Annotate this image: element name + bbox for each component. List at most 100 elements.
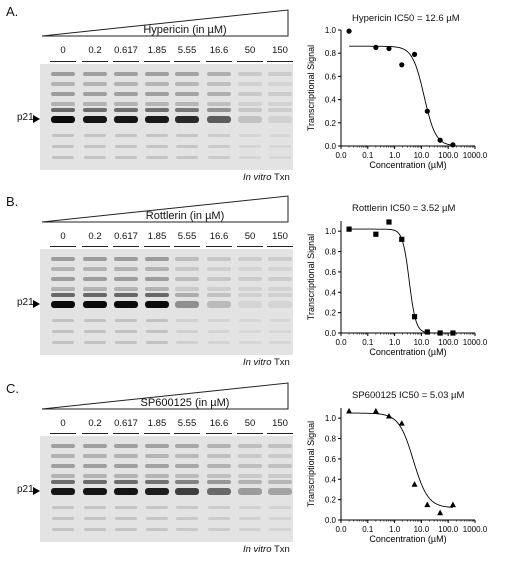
lane-underline <box>237 246 263 247</box>
data-point <box>372 407 379 414</box>
data-point <box>386 219 392 225</box>
gel-band-lower <box>52 330 74 333</box>
gel-band-secondary <box>51 293 75 297</box>
gel-band-secondary <box>114 108 138 112</box>
gel-band-lower <box>84 517 106 520</box>
gel-band-upper <box>175 92 199 96</box>
txn-text: Txn <box>271 172 290 183</box>
gel-band-p21 <box>207 301 231 308</box>
gel-band-secondary <box>83 480 107 484</box>
gel-band-upper <box>175 474 199 478</box>
panel-letter: B. <box>6 194 19 209</box>
lane-label: 1.85 <box>147 418 167 429</box>
gel-band-p21 <box>83 488 107 495</box>
gel-band-lower <box>115 528 137 531</box>
x-tick-label: 1.0 <box>389 151 401 160</box>
gel-band-upper <box>268 257 292 261</box>
chart-title: Rottlerin IC50 = 3.52 µM <box>352 203 456 214</box>
lane-label: 16.6 <box>209 45 229 56</box>
lane-label: 50 <box>244 45 256 56</box>
panel-letter: A. <box>6 4 19 19</box>
gel-band-upper <box>83 257 107 261</box>
gel-band-upper <box>114 82 138 86</box>
x-tick-label: 0.1 <box>362 338 374 347</box>
gel-band-lower <box>52 528 74 531</box>
gel-band-secondary <box>145 108 169 112</box>
x-tick-label: 100.0 <box>438 151 459 160</box>
gel-band-upper <box>175 82 199 86</box>
gel-band-upper <box>114 267 138 271</box>
y-tick-label: 1.0 <box>325 227 337 236</box>
gel-image <box>40 64 293 170</box>
gel-band-lower <box>146 341 168 344</box>
gel-band-upper <box>51 257 75 261</box>
in-vitro-text: In vitro <box>243 544 272 555</box>
x-axis-label: Concentration (µM) <box>369 347 446 357</box>
gel-band-upper <box>268 464 292 468</box>
gel-band-p21 <box>268 116 292 123</box>
ic50-chart: 0.0 0.2 0.4 0.6 0.8 1.0 0.0 0.1 1.0 10.0 100.0 1000… <box>306 219 488 357</box>
gel-band-upper <box>175 277 199 281</box>
gel-band-secondary <box>175 480 199 484</box>
gel-bands <box>40 64 293 170</box>
data-point <box>437 137 443 143</box>
gel-band-p21 <box>145 488 169 495</box>
gel-band-lower <box>52 145 74 148</box>
gel-band-upper <box>145 277 169 281</box>
gel-band-upper <box>207 444 231 448</box>
gel-band-upper <box>83 444 107 448</box>
gel-band-lower <box>146 156 168 159</box>
lane-label: 0.2 <box>88 231 102 242</box>
gel-band-lower <box>208 156 230 159</box>
gel-band-upper <box>238 92 262 96</box>
gel-band-upper <box>207 92 231 96</box>
x-axis-label: Concentration (µM) <box>369 160 446 170</box>
p21-label: p21 <box>17 112 34 123</box>
gel-band-lower <box>84 528 106 531</box>
gel-band-upper <box>175 454 199 458</box>
gel-band-upper <box>268 444 292 448</box>
lane-underline <box>50 433 76 434</box>
y-axis-label: Transcriptional Signal <box>306 234 316 320</box>
gel-band-secondary <box>175 293 199 297</box>
lane-underline <box>206 246 232 247</box>
gel-band-upper <box>268 102 292 106</box>
gel-band-lower <box>208 528 230 531</box>
data-point <box>411 314 418 320</box>
gel-band-lower <box>269 517 291 520</box>
gel-band-upper <box>51 92 75 96</box>
gel-band-upper <box>51 454 75 458</box>
txn-text: Txn <box>271 357 290 368</box>
y-axis-label: Transcriptional Signal <box>306 421 316 507</box>
gel-band-p21 <box>83 116 107 123</box>
x-tick-label: 0.0 <box>335 151 347 160</box>
lane-label: 0.617 <box>114 231 138 242</box>
gel-bands <box>40 249 293 355</box>
gel-band-upper <box>114 287 138 291</box>
gel-band-upper <box>114 92 138 96</box>
lane-underline <box>82 433 108 434</box>
gel-band-lower <box>239 134 261 137</box>
gel-band-lower <box>208 506 230 509</box>
gel-band-upper <box>51 267 75 271</box>
lane-label: 5.55 <box>177 418 197 429</box>
gel-band-upper <box>238 464 262 468</box>
chart-title: SP600125 IC50 = 5.03 µM <box>352 390 465 401</box>
gel-band-upper <box>207 257 231 261</box>
gel-band-lower <box>84 145 106 148</box>
gel-band-secondary <box>114 293 138 297</box>
lane-label: 5.55 <box>177 45 197 56</box>
gel-band-secondary <box>114 480 138 484</box>
gel-band-p21 <box>238 488 262 495</box>
gel-band-upper <box>83 267 107 271</box>
gel-band-lower <box>269 156 291 159</box>
y-tick-label: 0.6 <box>325 72 337 81</box>
gel-band-upper <box>268 474 292 478</box>
gel-band-p21 <box>268 301 292 308</box>
gel-band-lower <box>84 506 106 509</box>
x-tick-label: 0.1 <box>362 525 374 534</box>
y-tick-label: 0.8 <box>325 49 337 58</box>
fit-curve <box>349 45 453 146</box>
gel-band-upper <box>238 72 262 76</box>
gel-band-upper <box>207 454 231 458</box>
